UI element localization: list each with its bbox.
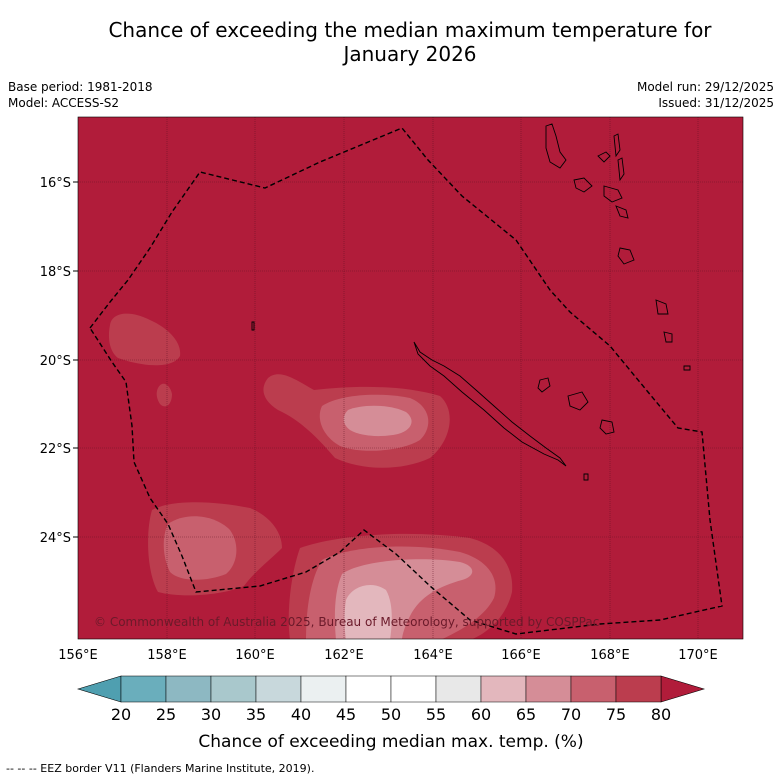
vanuatu-espiritu-santo (545, 123, 567, 169)
colorbar-tick-label: 65 (516, 705, 536, 724)
lat-ticks: 16°S 18°S 20°S 22°S 24°S (40, 176, 78, 546)
colorbar-tick-label: 75 (606, 705, 626, 724)
lon-label: 158°E (147, 648, 187, 663)
vanuatu-island (603, 185, 623, 203)
colorbar-cell (435, 675, 482, 703)
vanuatu-island (613, 133, 621, 158)
colorbar-tick-label: 20 (111, 705, 131, 724)
lon-ticks: 156°E 158°E 160°E 162°E 164°E 166°E 168°… (58, 648, 718, 663)
issued-date: Issued: 31/12/2025 (658, 96, 774, 110)
islet (683, 365, 691, 371)
title-line-2: January 2026 (343, 42, 477, 66)
colorbar-cell (570, 675, 617, 703)
colorbar-cell (390, 675, 437, 703)
colorbar-tick-label: 30 (201, 705, 221, 724)
lon-label: 166°E (501, 648, 541, 663)
colorbar-tick-label: 40 (291, 705, 311, 724)
eez-border (89, 127, 723, 635)
copyright-text: © Commonwealth of Australia 2025, Bureau… (94, 615, 599, 629)
colorbar-title: Chance of exceeding median max. temp. (%… (198, 732, 583, 752)
contour-65-70 (343, 405, 412, 437)
meta-left: Base period: 1981-2018 Model: ACCESS-S2 (8, 79, 153, 111)
lat-label: 24°S (40, 531, 71, 546)
colorbar-tick-label: 25 (156, 705, 176, 724)
colorbar-tick-label: 70 (561, 705, 581, 724)
colorbar-over-triangle (660, 675, 706, 703)
vanuatu-island (597, 151, 611, 163)
colorbar-cell (210, 675, 257, 703)
graticule (78, 117, 743, 639)
colorbar-under-triangle (76, 675, 122, 703)
meta-right: Model run: 29/12/2025 Issued: 31/12/2025 (637, 79, 774, 111)
lon-label: 168°E (590, 648, 630, 663)
lon-label: 162°E (324, 648, 364, 663)
lat-label: 16°S (40, 176, 71, 191)
colorbar-tick-label: 35 (246, 705, 266, 724)
colorbar-cell (480, 675, 527, 703)
contour-75-80 (156, 383, 172, 407)
colorbar-tick-label: 55 (426, 705, 446, 724)
islet (251, 321, 255, 331)
contour-75-80 (108, 313, 181, 366)
lon-label: 170°E (678, 648, 718, 663)
vanuatu-island (663, 331, 673, 343)
lon-label: 156°E (58, 648, 98, 663)
colorbar-cell (345, 675, 392, 703)
contour-70-75 (163, 516, 237, 580)
vanuatu-island (655, 299, 669, 315)
loyalty-island (599, 419, 615, 435)
colorbar-tick-label: 80 (651, 705, 671, 724)
title-line-1: Chance of exceeding the median maximum t… (108, 18, 712, 42)
loyalty-island (537, 377, 551, 393)
lon-label: 160°E (235, 648, 275, 663)
model-name: Model: ACCESS-S2 (8, 96, 120, 110)
lat-label: 22°S (40, 442, 71, 457)
lat-label: 20°S (40, 354, 71, 369)
vanuatu-island (617, 157, 625, 182)
lat-label: 18°S (40, 265, 71, 280)
colorbar-cell (615, 675, 662, 703)
contour-65-70 (344, 585, 392, 639)
model-run: Model run: 29/12/2025 (636, 80, 774, 94)
map-title: Chance of exceeding the median maximum t… (0, 18, 781, 66)
islet (583, 473, 589, 481)
coastlines (251, 123, 691, 481)
colorbar-tick-label: 50 (381, 705, 401, 724)
colorbar-cell (255, 675, 302, 703)
colorbar: 20 25 30 35 40 45 50 55 60 65 70 75 80 C… (76, 675, 706, 752)
vanuatu-island (615, 205, 629, 219)
colorbar-cell (120, 675, 167, 703)
vanuatu-island (573, 177, 593, 193)
colorbar-tick-label: 45 (336, 705, 356, 724)
colorbar-tick-label: 60 (471, 705, 491, 724)
colorbar-cell (525, 675, 572, 703)
footnote: -- -- -- EEZ border V11 (Flanders Marine… (6, 762, 315, 775)
contour-layer (108, 313, 513, 639)
lon-label: 164°E (413, 648, 453, 663)
colorbar-cell (165, 675, 212, 703)
loyalty-island (567, 391, 589, 411)
map-frame (77, 116, 744, 640)
colorbar-cell (300, 675, 347, 703)
base-period: Base period: 1981-2018 (8, 80, 153, 94)
vanuatu-island (617, 247, 635, 265)
new-caledonia (413, 341, 567, 467)
